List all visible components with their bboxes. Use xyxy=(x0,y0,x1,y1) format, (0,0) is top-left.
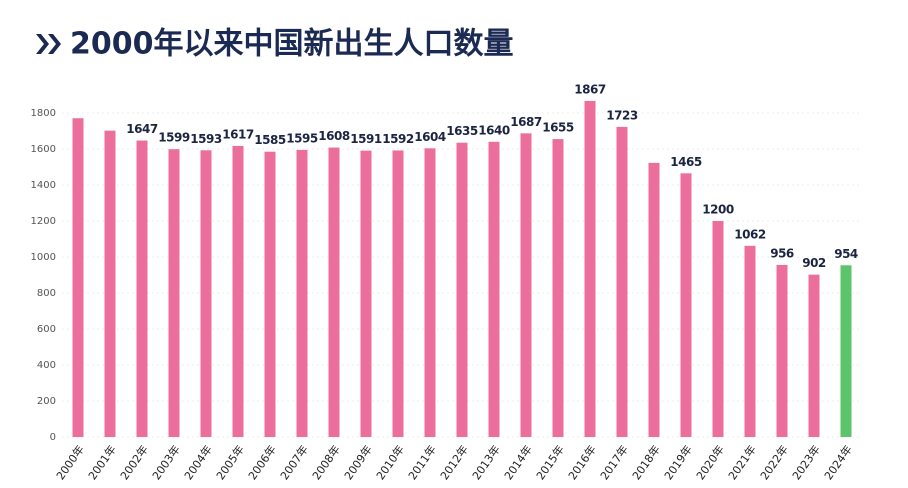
y-tick-label: 0 xyxy=(50,432,56,443)
bar xyxy=(392,150,404,437)
data-label: 1608 xyxy=(318,129,350,143)
x-tick-label: 2024年 xyxy=(821,442,855,482)
x-tick-label: 2018年 xyxy=(629,442,663,482)
data-label: 1655 xyxy=(542,121,574,135)
y-tick-label: 600 xyxy=(37,324,56,335)
data-label: 1200 xyxy=(702,203,734,217)
x-tick-label: 2017年 xyxy=(597,442,631,482)
bar xyxy=(296,149,308,437)
data-label: 956 xyxy=(770,246,794,260)
x-tick-label: 2000年 xyxy=(53,442,87,482)
bar xyxy=(136,140,148,438)
y-tick-label: 1200 xyxy=(31,216,56,227)
data-label: 1595 xyxy=(286,131,318,145)
bar xyxy=(776,264,788,437)
x-tick-label: 2005年 xyxy=(213,442,247,482)
bar xyxy=(712,221,724,437)
y-tick-label: 1000 xyxy=(31,252,56,263)
data-label: 1604 xyxy=(414,130,446,144)
x-tick-label: 2007年 xyxy=(277,442,311,482)
data-label: 1635 xyxy=(446,124,478,138)
data-label: 1062 xyxy=(734,227,766,241)
bar xyxy=(744,245,756,437)
data-label: 1593 xyxy=(190,132,222,146)
data-label: 1599 xyxy=(158,131,190,145)
x-tick-label: 2002年 xyxy=(117,442,151,482)
x-tick-label: 2012年 xyxy=(437,442,471,482)
x-tick-label: 2020年 xyxy=(693,442,727,482)
data-label: 1640 xyxy=(478,123,510,137)
bar xyxy=(104,130,116,437)
x-tick-label: 2008年 xyxy=(309,442,343,482)
x-tick-label: 2021年 xyxy=(725,442,759,482)
bar xyxy=(840,265,852,437)
title-icon xyxy=(36,34,61,54)
bar xyxy=(584,100,596,437)
data-label: 1617 xyxy=(222,127,254,141)
data-label: 1592 xyxy=(382,132,414,146)
bar xyxy=(360,150,372,437)
bar xyxy=(168,149,180,437)
x-tick-label: 2022年 xyxy=(757,442,791,482)
x-tick-label: 2003年 xyxy=(149,442,183,482)
x-tick-label: 2001年 xyxy=(85,442,119,482)
data-label: 902 xyxy=(802,256,826,270)
x-tick-label: 2013年 xyxy=(469,442,503,482)
data-label: 1867 xyxy=(574,82,606,96)
data-label: 1465 xyxy=(670,155,702,169)
y-tick-label: 800 xyxy=(37,288,56,299)
x-tick-label: 2019年 xyxy=(661,442,695,482)
data-label: 954 xyxy=(834,247,858,261)
x-tick-label: 2015年 xyxy=(533,442,567,482)
data-label: 1585 xyxy=(254,133,286,147)
bar xyxy=(264,151,276,437)
bar xyxy=(808,274,820,437)
bar xyxy=(552,139,564,437)
x-tick-label: 2006年 xyxy=(245,442,279,482)
x-tick-label: 2010年 xyxy=(373,442,407,482)
data-label: 1723 xyxy=(606,108,638,122)
y-tick-label: 1400 xyxy=(31,180,56,191)
bar xyxy=(488,141,500,438)
x-tick-label: 2011年 xyxy=(405,442,439,482)
data-label: 1687 xyxy=(510,115,542,129)
chart-title: 2000年以来中国新出生人口数量 xyxy=(70,27,514,62)
y-tick-label: 1800 xyxy=(31,108,56,119)
data-label: 1591 xyxy=(350,132,382,146)
bar xyxy=(200,150,212,437)
bar xyxy=(520,133,532,437)
x-tick-label: 2009年 xyxy=(341,442,375,482)
bar xyxy=(72,118,84,437)
x-tick-label: 2016年 xyxy=(565,442,599,482)
bar xyxy=(328,147,340,437)
data-label: 1647 xyxy=(126,122,158,136)
bar xyxy=(456,142,468,437)
bar xyxy=(648,162,660,438)
y-tick-label: 1600 xyxy=(31,144,56,155)
y-tick-label: 200 xyxy=(37,396,56,407)
y-tick-label: 400 xyxy=(37,360,56,371)
bar xyxy=(616,126,628,438)
bar xyxy=(232,145,244,437)
x-tick-label: 2014年 xyxy=(501,442,535,482)
x-tick-label: 2004年 xyxy=(181,442,215,482)
x-tick-label: 2023年 xyxy=(789,442,823,482)
bar xyxy=(424,148,436,437)
bar xyxy=(680,173,692,438)
